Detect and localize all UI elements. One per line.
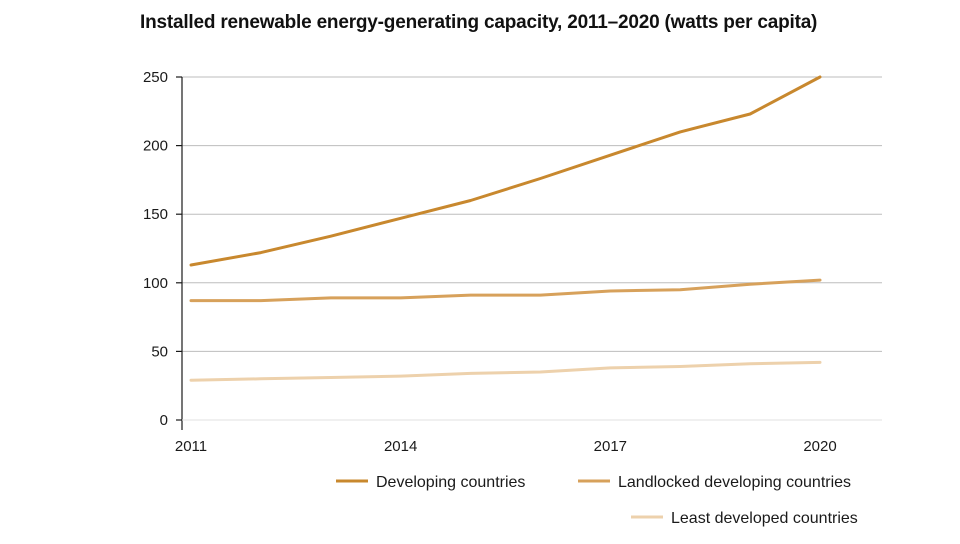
x-tick-label: 2017: [594, 438, 627, 455]
x-tick-label: 2014: [384, 438, 417, 455]
legend-label-developing-countries: Developing countries: [376, 474, 525, 491]
y-tick-label: 50: [151, 343, 168, 360]
series-line-developing-countries: [189, 75, 822, 267]
chart-title: Installed renewable energy-generating ca…: [140, 12, 818, 33]
x-tick-label: 2011: [175, 438, 207, 455]
series-line-least-developed-countries: [189, 360, 822, 382]
y-tick-label: 150: [143, 206, 168, 223]
legend-label-least-developed-countries: Least developed countries: [671, 510, 858, 527]
y-tick-label: 0: [160, 412, 168, 429]
y-tick-label: 250: [143, 69, 168, 86]
y-tick-label: 200: [143, 138, 168, 155]
x-tick-label: 2020: [803, 438, 836, 455]
series-line-landlocked-developing-countries: [189, 278, 822, 303]
y-tick-label: 100: [143, 275, 168, 292]
legend-label-landlocked-developing-countries: Landlocked developing countries: [618, 474, 851, 491]
